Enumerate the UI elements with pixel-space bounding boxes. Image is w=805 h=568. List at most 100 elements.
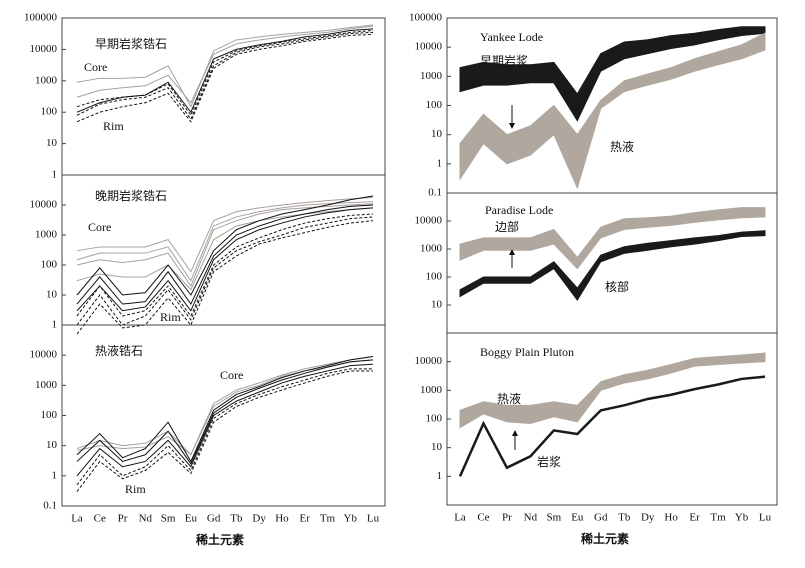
y-tick-label: 100 [41, 106, 58, 118]
annotation: Rim [160, 310, 181, 324]
y-tick-label: 10 [431, 299, 443, 311]
x-tick-label: Yb [735, 512, 749, 524]
y-tick-label: 100 [41, 409, 58, 421]
series-label: 岩浆 [537, 454, 561, 469]
ree-line [76, 363, 374, 477]
y-tick-label: 10 [46, 137, 58, 149]
ree-line [76, 356, 374, 463]
ree-line [76, 33, 374, 123]
ree-band [459, 32, 766, 190]
y-tick-label: 10000 [415, 215, 443, 227]
x-tick-label: Nd [524, 512, 538, 524]
y-tick-label: 1 [52, 469, 58, 481]
y-tick-label: 1000 [35, 74, 58, 86]
x-tick-label: Lu [759, 512, 772, 524]
y-tick-label: 10 [46, 289, 58, 301]
x-tick-label: Eu [571, 512, 584, 524]
ree-line [76, 207, 374, 312]
y-tick-label: 1000 [420, 243, 443, 255]
ree-band [459, 230, 766, 301]
ree-line [76, 204, 374, 306]
y-tick-label: 10 [431, 441, 443, 453]
panel-title: Boggy Plain Pluton [480, 345, 574, 359]
x-tick-label: Pr [502, 512, 512, 524]
y-tick-label: 1000 [35, 229, 58, 241]
x-axis-label: 稀土元素 [196, 532, 244, 547]
y-tick-label: 1000 [420, 70, 443, 82]
annotation: Rim [103, 119, 124, 133]
x-tick-label: Er [689, 512, 700, 524]
y-tick-label: 100 [41, 259, 58, 271]
ree-line [76, 24, 374, 108]
x-tick-label: Ho [275, 513, 289, 525]
x-axis-label: 稀土元素 [581, 531, 629, 546]
x-tick-label: Tb [230, 513, 243, 525]
panel-frame [446, 17, 778, 194]
x-tick-label: Gd [594, 512, 608, 524]
ree-line [76, 359, 374, 465]
panel-title: 晚期岩浆锆石 [95, 188, 167, 203]
series-label: 边部 [495, 219, 519, 234]
panel-title: 热液锆石 [95, 343, 143, 358]
y-tick-label: 1 [437, 470, 443, 482]
ree-line [76, 203, 374, 288]
y-tick-label: 1 [437, 157, 443, 169]
x-tick-label: Tb [618, 512, 631, 524]
ree-line [458, 375, 766, 477]
ree-line [76, 196, 374, 273]
annotation: Core [88, 220, 111, 234]
y-tick-label: 100 [426, 271, 443, 283]
y-tick-label: 10000 [415, 355, 443, 367]
x-tick-label: La [71, 513, 83, 525]
series-label: 热液 [497, 391, 521, 406]
x-tick-label: Ho [664, 512, 678, 524]
y-tick-label: 0.1 [43, 500, 57, 512]
ree-line [76, 356, 374, 456]
x-tick-label: La [454, 512, 466, 524]
x-tick-label: Dy [252, 513, 266, 525]
x-tick-label: Eu [185, 513, 198, 525]
panel-title: 早期岩浆锆石 [95, 36, 167, 51]
x-tick-label: Sm [161, 513, 176, 525]
annotation: Core [84, 60, 107, 74]
y-tick-label: 0.1 [428, 187, 442, 199]
y-tick-label: 1000 [35, 379, 58, 391]
series-label: 早期岩浆 [480, 53, 528, 68]
x-tick-label: Dy [641, 512, 655, 524]
panel-title: Yankee Lode [480, 30, 543, 44]
x-tick-label: Er [299, 513, 310, 525]
x-tick-label: Yb [344, 513, 358, 525]
annotation: Rim [125, 482, 146, 496]
x-tick-label: Ce [94, 513, 106, 525]
x-tick-label: Tm [710, 512, 726, 524]
ree-band [459, 207, 766, 270]
y-tick-label: 10000 [30, 43, 58, 55]
x-tick-label: Pr [118, 513, 128, 525]
y-tick-label: 100 [426, 99, 443, 111]
ree-line [76, 370, 373, 492]
y-tick-label: 100000 [409, 12, 443, 24]
y-tick-label: 1 [52, 169, 58, 181]
ree-line [76, 213, 374, 317]
x-tick-label: Ce [477, 512, 489, 524]
y-tick-label: 10 [46, 439, 58, 451]
ree-line [76, 368, 373, 486]
ree-line [76, 220, 374, 335]
ree-line [76, 31, 374, 121]
ree-line [76, 29, 374, 117]
x-tick-label: Lu [367, 513, 380, 525]
x-tick-label: Sm [547, 512, 562, 524]
ree-line [76, 207, 374, 291]
y-tick-label: 1000 [420, 384, 443, 396]
y-tick-label: 10000 [415, 41, 443, 53]
series-label: 核部 [605, 279, 629, 294]
ree-band [459, 352, 766, 429]
x-tick-label: Nd [139, 513, 153, 525]
ree-line [76, 25, 374, 104]
y-tick-label: 10 [431, 128, 443, 140]
ree-line [76, 201, 374, 282]
y-tick-label: 10000 [30, 349, 58, 361]
series-label: 热液 [610, 139, 634, 154]
y-tick-label: 100000 [24, 12, 58, 24]
